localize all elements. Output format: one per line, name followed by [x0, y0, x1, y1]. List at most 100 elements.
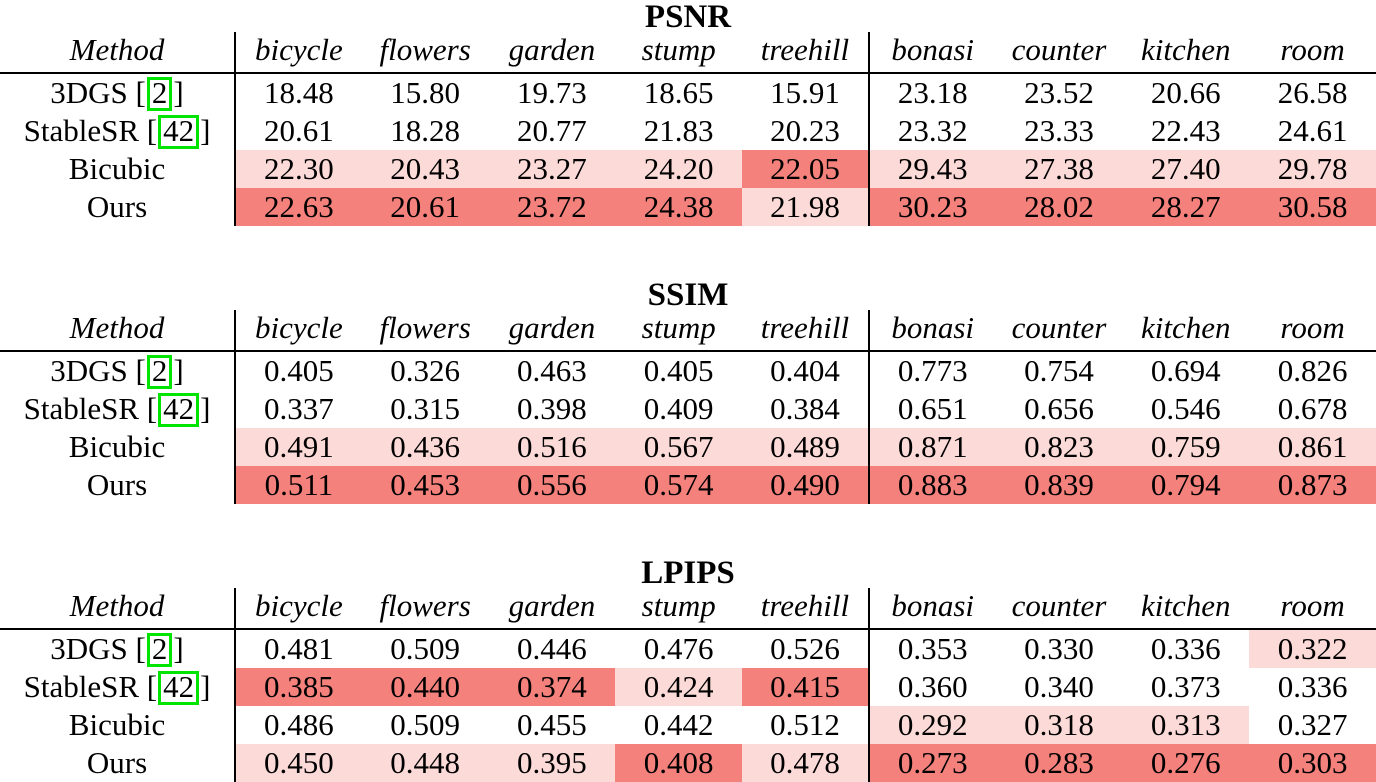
value-cell: 0.826 [1277, 353, 1348, 388]
method-name-suffix: ] [173, 630, 184, 666]
column-header-stump: stump [615, 310, 743, 352]
column-header-flowers: flowers [361, 32, 489, 74]
value-cell: 18.65 [643, 75, 714, 110]
table-row: 3DGS [2] 0.405 0.326 0.463 0.405 0.404 0.773 0.… [0, 351, 1376, 390]
value-cell: 23.72 [488, 188, 616, 226]
column-header-method: Method [0, 588, 236, 630]
column-header-method: Method [0, 310, 236, 352]
value-cell: 28.02 [995, 188, 1123, 226]
value-cell: 0.273 [868, 744, 996, 782]
value-cell: 27.38 [995, 150, 1123, 188]
value-cell: 29.43 [868, 150, 996, 188]
value-cell: 0.436 [361, 428, 489, 466]
table-row: Bicubic 0.491 0.436 0.516 0.567 0.489 0.871 0.8… [0, 428, 1376, 466]
method-name-suffix: ] [200, 112, 211, 148]
value-cell: 0.516 [488, 428, 616, 466]
value-cell: 0.336 [1277, 669, 1348, 704]
value-cell: 0.315 [390, 391, 461, 426]
method-name: Bicubic [68, 429, 166, 464]
column-header-counter: counter [995, 310, 1123, 352]
value-cell: 0.303 [1249, 744, 1376, 782]
method-name: StableSR [ [23, 390, 158, 426]
citation-link[interactable]: 2 [146, 632, 173, 668]
table-row: StableSR [42] 20.61 18.28 20.77 21.83 20.23 23… [0, 112, 1376, 150]
value-cell: 23.18 [897, 75, 968, 110]
column-header-treehill: treehill [742, 588, 870, 630]
value-cell: 0.871 [868, 428, 996, 466]
citation-link[interactable]: 42 [158, 392, 200, 428]
value-cell: 0.546 [1150, 391, 1221, 426]
value-cell: 0.374 [488, 668, 616, 706]
value-cell: 29.78 [1249, 150, 1376, 188]
citation-link[interactable]: 42 [158, 670, 200, 706]
value-cell: 0.823 [995, 428, 1123, 466]
table-row: StableSR [42] 0.337 0.315 0.398 0.409 0.384 0.… [0, 390, 1376, 428]
value-cell: 23.27 [488, 150, 616, 188]
value-cell: 0.283 [995, 744, 1123, 782]
method-cell: Ours [0, 744, 236, 782]
column-header-flowers: flowers [361, 310, 489, 352]
metric-section-ssim: SSIM Method bicycle flowers garden stump treeh… [0, 277, 1376, 504]
value-cell: 0.511 [235, 466, 362, 504]
metric-table: Method bicycle flowers garden stump treehill b… [0, 588, 1376, 782]
table-body: Method bicycle flowers garden stump treehill b… [0, 588, 1376, 782]
value-cell: 20.61 [361, 188, 489, 226]
table-row: Ours 0.511 0.453 0.556 0.574 0.490 0.883 0.839 0… [0, 466, 1376, 504]
value-cell: 0.326 [390, 353, 461, 388]
header-row: Method bicycle flowers garden stump treehill b… [0, 32, 1376, 74]
value-cell: 23.33 [1024, 113, 1094, 148]
value-cell: 0.405 [643, 353, 714, 388]
value-cell: 0.759 [1122, 428, 1250, 466]
column-header-treehill: treehill [742, 32, 870, 74]
citation-link[interactable]: 2 [146, 76, 173, 112]
table-body: Method bicycle flowers garden stump treehill b… [0, 32, 1376, 226]
column-header-kitchen: kitchen [1122, 588, 1250, 630]
method-name-suffix: ] [173, 74, 184, 110]
value-cell: 0.839 [995, 466, 1123, 504]
value-cell: 0.318 [995, 706, 1123, 744]
value-cell: 20.61 [264, 113, 334, 148]
value-cell: 15.80 [390, 75, 461, 110]
column-header-bicycle: bicycle [235, 310, 362, 352]
value-cell: 0.526 [742, 629, 870, 668]
metric-table: Method bicycle flowers garden stump treehill b… [0, 310, 1376, 504]
column-header-method: Method [0, 32, 236, 74]
value-cell: 18.48 [264, 75, 334, 110]
table-row: Bicubic 22.30 20.43 23.27 24.20 22.05 29.43 27.… [0, 150, 1376, 188]
table-title: SSIM [647, 277, 729, 313]
value-cell: 0.353 [897, 631, 968, 666]
value-cell: 19.73 [517, 75, 587, 110]
column-header-room: room [1249, 32, 1376, 74]
value-cell: 0.509 [390, 631, 461, 666]
column-header-garden: garden [488, 310, 616, 352]
citation-link[interactable]: 42 [158, 114, 200, 150]
value-cell: 24.20 [615, 150, 743, 188]
method-name: Ours [86, 467, 148, 502]
value-cell: 22.43 [1150, 113, 1221, 148]
citation-link[interactable]: 2 [146, 354, 173, 390]
value-cell: 0.678 [1277, 391, 1348, 426]
value-cell: 0.754 [1024, 353, 1094, 388]
value-cell: 0.512 [742, 706, 870, 744]
value-cell: 0.408 [615, 744, 743, 782]
value-cell: 0.448 [361, 744, 489, 782]
value-cell: 23.32 [897, 113, 968, 148]
method-name: Bicubic [68, 151, 166, 186]
column-header-bicycle: bicycle [235, 588, 362, 630]
header-row: Method bicycle flowers garden stump treehill b… [0, 310, 1376, 352]
column-header-kitchen: kitchen [1122, 32, 1250, 74]
method-name: Ours [86, 189, 148, 224]
value-cell: 0.327 [1277, 707, 1348, 742]
value-cell: 22.05 [742, 150, 870, 188]
value-cell: 0.794 [1122, 466, 1250, 504]
value-cell: 0.476 [643, 631, 714, 666]
header-row: Method bicycle flowers garden stump treehill b… [0, 588, 1376, 630]
column-header-bonasi: bonasi [868, 588, 996, 630]
method-cell: StableSR [42] [0, 112, 236, 150]
method-cell: 3DGS [2] [0, 351, 236, 390]
value-cell: 0.442 [643, 707, 714, 742]
value-cell: 0.404 [742, 351, 870, 390]
value-cell: 20.43 [361, 150, 489, 188]
